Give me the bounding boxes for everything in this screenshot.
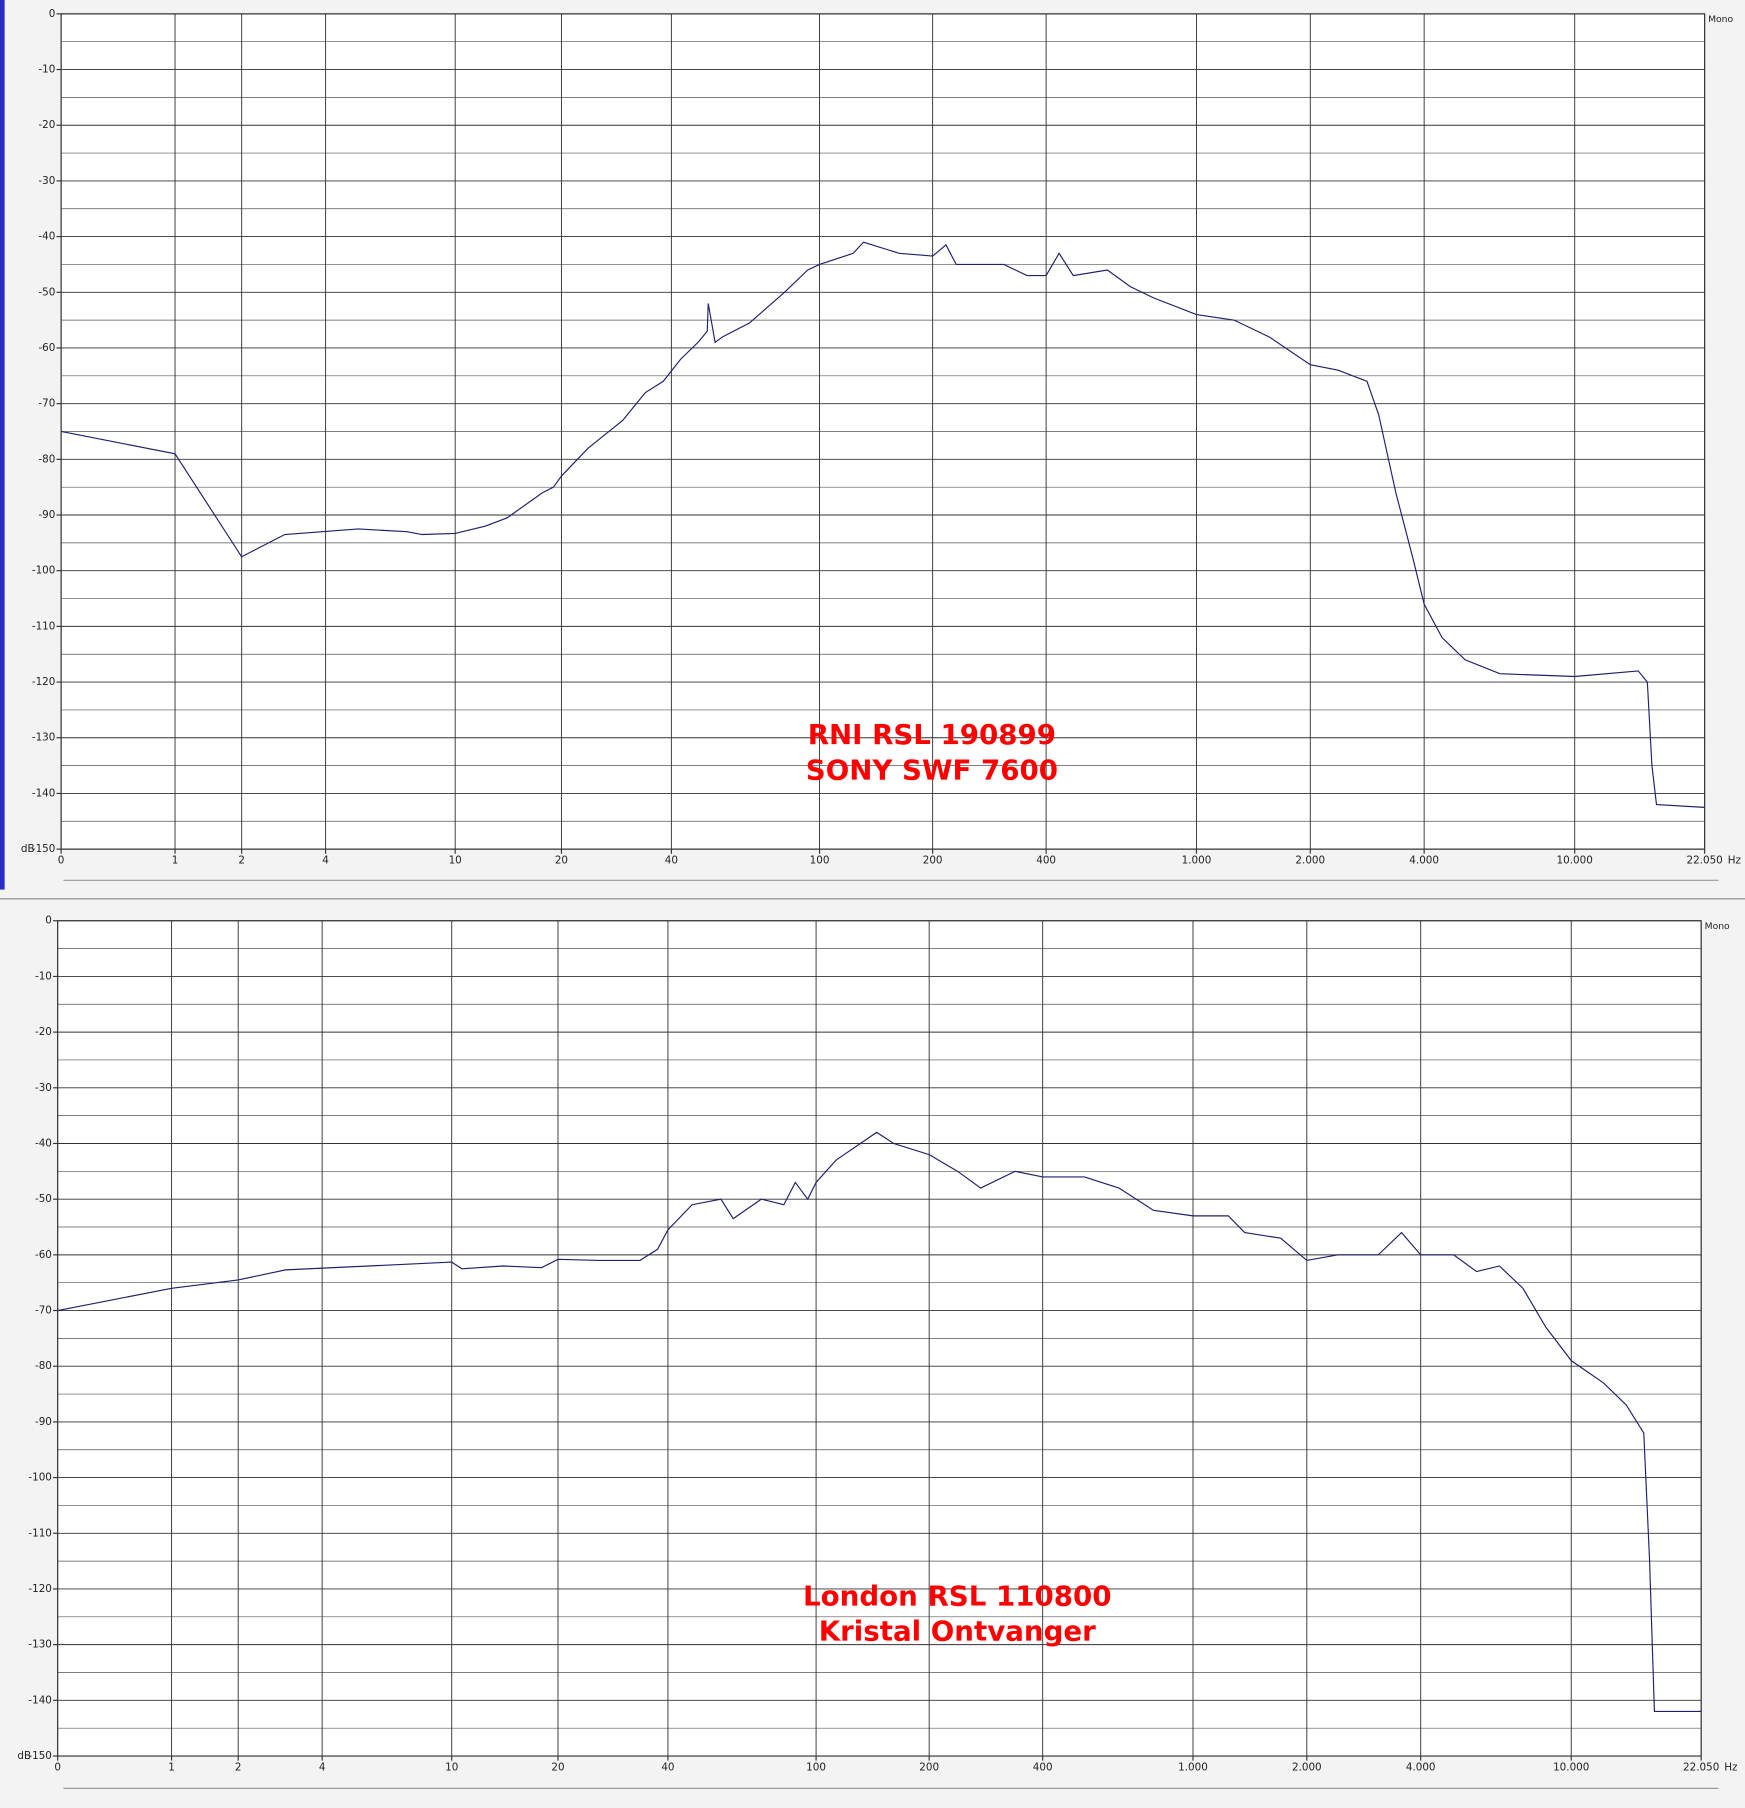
x-tick-label: 0 [58,855,65,867]
y-tick-label: -10 [35,970,52,982]
x-tick-label: 20 [551,1762,564,1774]
y-tick-label: 0 [45,915,52,927]
y-tick-label: -90 [38,509,55,521]
y-tick-label: -100 [32,565,56,577]
y-tick-label: -80 [38,453,55,465]
y-unit: dB [21,843,35,855]
x-tick-label: 100 [810,855,830,867]
y-tick-label: -100 [28,1472,52,1484]
y-tick-label: -150 [28,1750,52,1762]
x-unit: Hz [1724,1762,1737,1774]
y-tick-label: -20 [35,1026,52,1038]
y-tick-label: -60 [35,1249,52,1261]
y-tick-label: -110 [32,620,56,632]
y-tick-label: -90 [35,1416,52,1428]
y-tick-label: -70 [38,398,55,410]
channel-label: Mono [1705,921,1730,932]
x-tick-label: 200 [919,1762,939,1774]
y-tick-label: -120 [28,1583,52,1595]
y-tick-label: -130 [32,732,56,744]
x-tick-label: 2 [238,855,245,867]
y-tick-label: -40 [35,1137,52,1149]
x-tick-label: 1.000 [1178,1762,1208,1774]
y-tick-label: -20 [38,119,55,131]
channel-label: Mono [1708,14,1733,25]
x-tick-label: 2.000 [1295,855,1325,867]
y-tick-label: -140 [32,787,56,799]
y-tick-label: 0 [49,8,56,20]
y-tick-label: -70 [35,1305,52,1317]
window-edge [0,0,5,890]
x-tick-label: 10 [445,1762,458,1774]
y-tick-label: -130 [28,1639,52,1651]
x-tick-label: 20 [555,855,568,867]
annotation: Kristal Ontvanger [819,1614,1096,1647]
y-tick-label: -140 [28,1694,52,1706]
x-tick-label: 100 [806,1762,826,1774]
y-tick-label: -30 [38,175,55,187]
spectrum-line [61,241,1705,808]
y-tick-label: -30 [35,1082,52,1094]
y-tick-label: -50 [38,286,55,298]
x-tick-label: 10 [449,855,462,867]
x-tick-label: 1.000 [1182,855,1212,867]
y-tick-label: -110 [28,1527,52,1539]
x-tick-label: 400 [1036,855,1056,867]
y-tick-label: -50 [35,1193,52,1205]
x-unit: Hz [1728,855,1741,867]
x-tick-label: 10.000 [1557,855,1593,867]
x-tick-label: 22.050 [1683,1762,1719,1774]
annotation: London RSL 110800 [803,1580,1111,1613]
x-tick-label: 1 [172,855,179,867]
y-tick-label: -120 [32,676,56,688]
x-tick-label: 200 [923,855,943,867]
x-tick-label: 4 [319,1762,326,1774]
y-tick-label: -10 [38,64,55,76]
x-tick-label: 40 [661,1762,674,1774]
x-tick-label: 2 [235,1762,242,1774]
x-tick-label: 10.000 [1553,1762,1589,1774]
y-unit: dB [17,1750,31,1762]
x-tick-label: 0 [54,1762,61,1774]
annotation: SONY SWF 7600 [806,754,1058,787]
x-tick-label: 40 [665,855,678,867]
y-tick-label: -60 [38,342,55,354]
spectrum-line [57,1131,1702,1713]
x-tick-label: 2.000 [1292,1762,1322,1774]
annotation: RNI RSL 190899 [808,718,1056,751]
x-tick-label: 4.000 [1406,1762,1436,1774]
x-tick-label: 4 [322,855,329,867]
x-tick-label: 1 [168,1762,175,1774]
x-tick-label: 4.000 [1409,855,1439,867]
y-tick-label: -150 [32,843,56,855]
y-tick-label: -80 [35,1360,52,1372]
x-tick-label: 400 [1033,1762,1053,1774]
x-tick-label: 22.050 [1686,855,1722,867]
y-tick-label: -40 [38,231,55,243]
